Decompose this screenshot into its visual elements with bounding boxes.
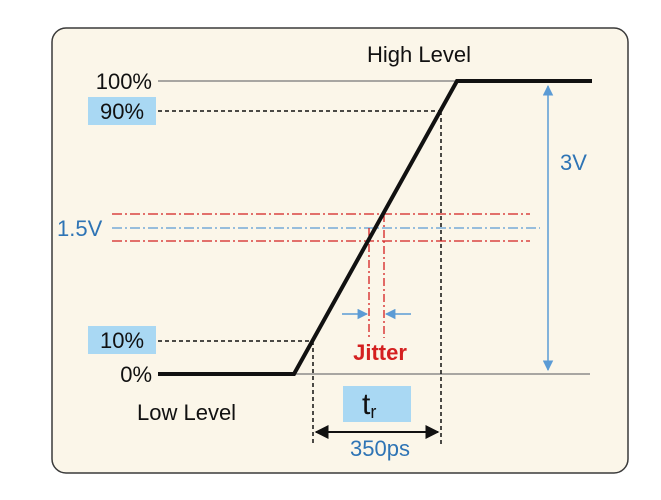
label-90-percent: 90% <box>100 99 144 124</box>
label-10-highlight <box>88 326 156 354</box>
mid-voltage-label: 1.5V <box>57 216 103 241</box>
signal-waveform <box>158 79 592 376</box>
low-level-label: Low Level <box>137 400 236 425</box>
label-100-percent: 100% <box>96 69 152 94</box>
rise-time-highlight <box>343 386 411 422</box>
diagram-panel <box>51 27 629 474</box>
jitter-label: Jitter <box>353 340 407 365</box>
label-10-percent: 10% <box>100 328 144 353</box>
amplitude-label: 3V <box>560 150 587 175</box>
high-level-label: High Level <box>367 42 471 67</box>
label-0-percent: 0% <box>120 362 152 387</box>
rise-time-value: 350ps <box>350 436 410 461</box>
label-90-highlight <box>88 97 156 125</box>
rise-time-symbol: tr <box>362 388 376 422</box>
